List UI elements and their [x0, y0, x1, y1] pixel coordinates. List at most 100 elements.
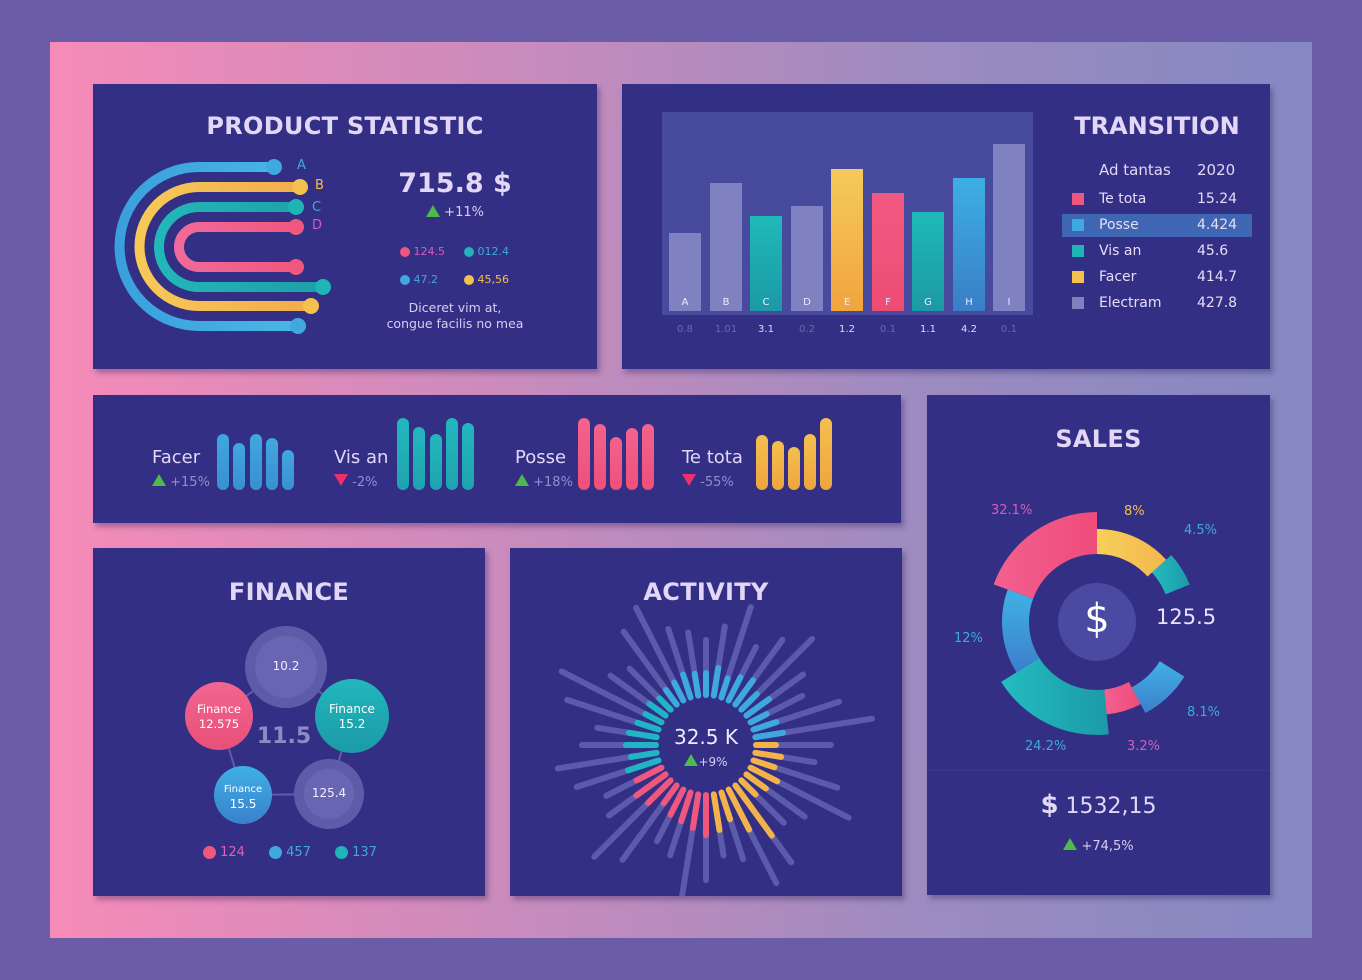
kpi-label: Vis an: [334, 447, 389, 468]
kpi-change: -2%: [334, 474, 377, 490]
legend-item: 124: [203, 845, 245, 860]
row-label: Electram: [1099, 295, 1162, 311]
mini-bar: [250, 434, 262, 490]
up-arrow-icon: [152, 474, 166, 486]
stat-value: 012.4: [477, 245, 510, 258]
node-value: 12.575: [198, 717, 240, 731]
total-value: 1532,15: [1065, 794, 1157, 819]
node-value: 125.4: [311, 786, 347, 800]
finance-node[interactable]: Finance 12.575: [185, 702, 253, 732]
mini-bar: [820, 418, 832, 490]
table-row[interactable]: Electram 427.8: [1072, 295, 1237, 311]
dollar-icon: $: [1084, 596, 1110, 642]
row-value: 4.424: [1197, 217, 1238, 233]
mini-bar: [594, 424, 606, 490]
node-label: Finance: [197, 702, 241, 716]
panel-title: SALES: [1055, 425, 1142, 453]
finance-node[interactable]: Finance 15.5: [214, 782, 272, 812]
kpi-label: Posse: [515, 447, 567, 468]
dollar-sign: $: [1040, 790, 1059, 820]
finance-node[interactable]: Finance 15.2: [316, 702, 388, 732]
row-label: Posse: [1099, 217, 1139, 233]
mini-bar: [217, 434, 229, 490]
row-label: Vis an: [1099, 243, 1142, 259]
finance-node[interactable]: 10.2: [256, 659, 316, 673]
mini-bar: [266, 438, 278, 490]
change-text: -55%: [700, 475, 734, 490]
svg-text:G: G: [924, 297, 932, 308]
row-label: Facer: [1099, 269, 1137, 285]
stat-item: 47.2: [400, 273, 438, 286]
kpi-label: Te tota: [682, 447, 743, 468]
change-text: +9%: [698, 755, 728, 769]
legend-value: 457: [286, 845, 311, 860]
row-value: 45.6: [1197, 243, 1229, 259]
panel-title: ACTIVITY: [643, 578, 769, 606]
segment-label: 12%: [954, 631, 983, 646]
mini-bar: [413, 427, 425, 490]
arc-label-c: C: [312, 200, 322, 215]
arc-label-d: D: [312, 218, 323, 233]
pink-dot-icon: [400, 247, 410, 257]
table-header: Ad tantas 2020: [1099, 161, 1235, 179]
svg-text:D: D: [803, 297, 811, 308]
svg-text:F: F: [885, 297, 891, 308]
teal-dot-icon: [334, 846, 348, 859]
table-row[interactable]: Facer 414.7: [1072, 269, 1237, 285]
blue-dot-icon: [268, 846, 282, 859]
caption-line: congue facilis no mea: [386, 316, 524, 331]
up-arrow-icon: [684, 754, 699, 766]
pink-dot-icon: [203, 846, 216, 859]
pink-swatch-icon: [1072, 193, 1084, 205]
product-statistic-panel: PRODUCT STATISTIC A B C D 715.8 $ +11% 1…: [93, 84, 597, 369]
finance-panel: FINANCE 10.2 Finance 12.575 Finance 15.2: [93, 548, 485, 896]
activity-panel: ACTIVITY 32.5 K +9%: [510, 548, 902, 896]
table-row[interactable]: Vis an 45.6: [1072, 243, 1228, 259]
header-label: Ad tantas: [1099, 161, 1171, 179]
change-text: +18%: [533, 475, 573, 490]
stat-item: 45,56: [464, 273, 509, 286]
segment-label: 8%: [1124, 504, 1145, 519]
arc-label-a: A: [297, 158, 306, 173]
kpi-change: -55%: [682, 474, 734, 490]
mini-bar: [626, 428, 638, 490]
panel-title: TRANSITION: [1074, 112, 1240, 140]
node-value: 15.2: [338, 717, 366, 731]
svg-text:3.1: 3.1: [758, 324, 774, 335]
yellow-swatch-icon: [1072, 271, 1084, 283]
svg-text:C: C: [763, 297, 770, 308]
down-arrow-icon: [682, 474, 696, 486]
up-arrow-icon: [515, 474, 529, 486]
activity-value: 32.5 K: [673, 725, 738, 749]
kpi-label: Facer: [152, 447, 201, 468]
legend-value: 137: [352, 845, 377, 860]
sales-change: +74,5%: [927, 838, 1270, 854]
row-label: Te tota: [1099, 191, 1147, 207]
segment-label: 3.2%: [1127, 739, 1161, 754]
mini-bar: [578, 418, 590, 490]
finance-node[interactable]: 125.4: [299, 786, 359, 800]
transition-panel: A B C D E F G H I 0.8 1.01 3.1 0.2 1.2 0.1 1.1 4.2…: [622, 84, 1270, 369]
up-arrow-icon: [426, 205, 441, 217]
stat-value: 124.5: [413, 245, 446, 258]
finance-network-chart: [185, 626, 389, 829]
mini-bar: [804, 434, 816, 490]
kpi-change: +18%: [515, 474, 573, 490]
finance-center-value: 11.5: [256, 724, 312, 749]
change-text: -2%: [352, 475, 378, 490]
sales-total: $ 1532,15: [927, 790, 1270, 820]
sales-center-value: 125.5: [1156, 605, 1217, 629]
table-row-selected[interactable]: Posse 4.424: [1072, 217, 1237, 233]
node-value: 10.2: [272, 659, 300, 673]
svg-text:4.2: 4.2: [961, 324, 977, 335]
table-row[interactable]: Te tota 15.24: [1072, 191, 1237, 207]
stat-item: 124.5: [400, 245, 445, 258]
mini-bar: [610, 437, 622, 490]
row-value: 414.7: [1197, 269, 1238, 285]
node-label: Finance: [329, 702, 375, 716]
svg-text:B: B: [723, 297, 730, 308]
teal-dot-icon: [464, 247, 474, 257]
transition-bar-chart: A B C D E F G H I 0.8 1.01 3.1 0.2 1.2 0.1 1.1 4.2…: [669, 144, 1025, 335]
down-arrow-icon: [334, 474, 348, 486]
mini-bar: [430, 434, 442, 490]
